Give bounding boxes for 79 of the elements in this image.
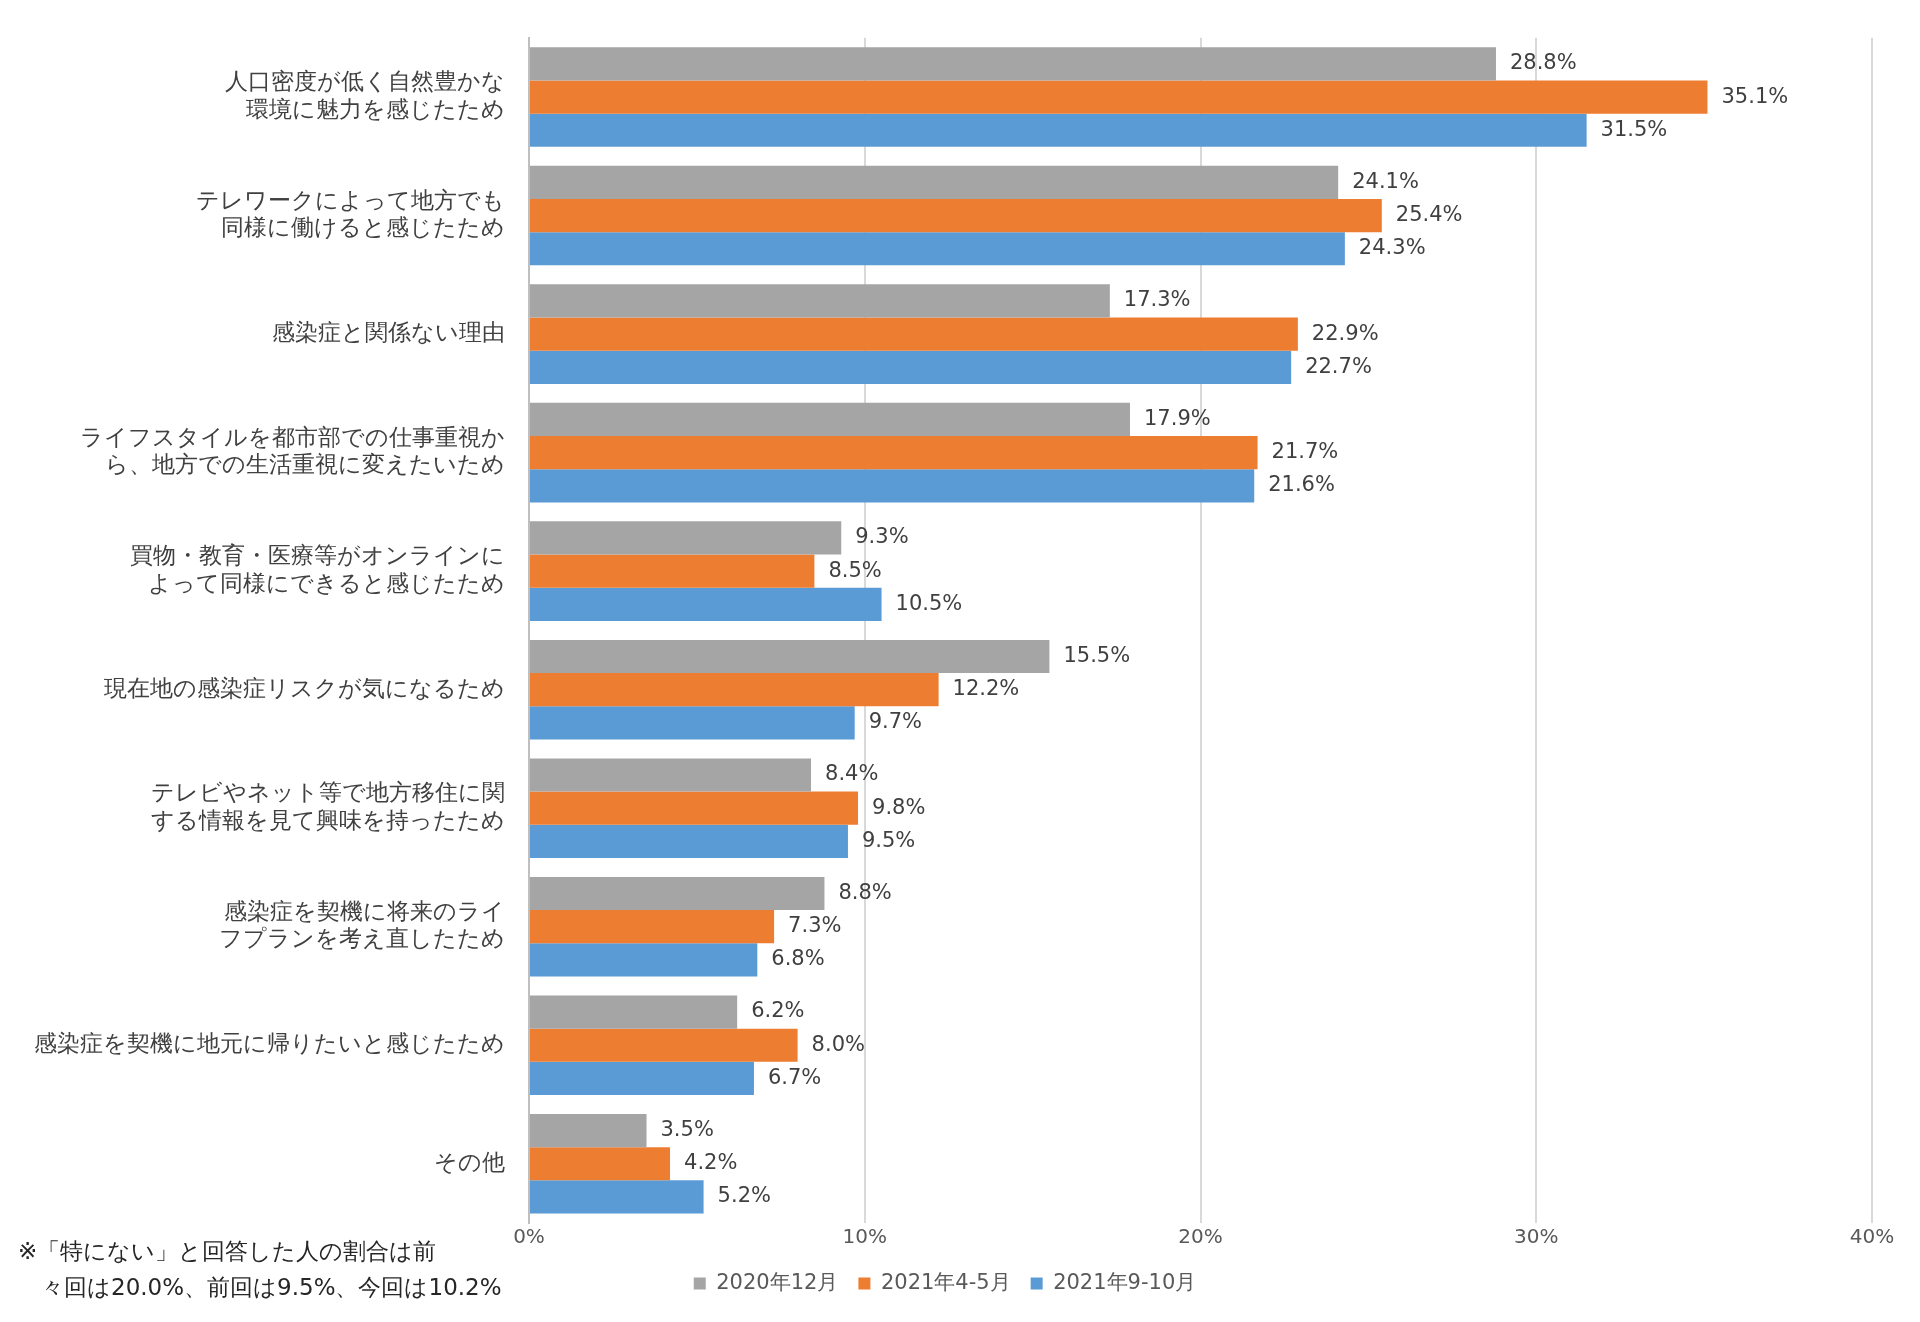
bar [530, 402, 1130, 437]
bar [530, 521, 842, 555]
x-tick-label: 40% [1849, 1224, 1895, 1249]
data-label: 6.7% [767, 1064, 822, 1089]
bar [530, 47, 1496, 81]
data-label: 22.9% [1311, 320, 1379, 345]
legend-label: 2021年4-5月 [880, 1269, 1011, 1294]
data-label: 21.6% [1268, 472, 1335, 497]
data-label: 9.5% [861, 827, 916, 852]
data-label: 5.2% [717, 1183, 771, 1208]
bar [530, 639, 1050, 674]
y-tick-label: 感染症を契機に地元に帰りたいと感じたため [34, 1030, 505, 1057]
data-label: 9.3% [855, 524, 909, 549]
data-label: 17.3% [1123, 287, 1191, 312]
y-tick-label: 現在地の感染症リスクが気になるため [104, 674, 505, 701]
legend-label: 2020年12月 [716, 1269, 839, 1294]
data-label: 8.8% [838, 879, 892, 904]
x-tick-label: 30% [1514, 1224, 1559, 1249]
y-tick-label: テレワークによって地方でも同様に働けると感じたため [196, 186, 505, 241]
y-tick-label: ライフスタイルを都市部での仕事重視から、地方での生活重視に変えたいため [80, 423, 505, 478]
bar [530, 113, 1587, 147]
data-label: 24.1% [1352, 168, 1419, 193]
bar [530, 758, 812, 792]
bar [530, 469, 1255, 503]
y-tick-label: 感染症と関係ない理由 [272, 319, 505, 346]
bar [530, 943, 758, 977]
bar [530, 1061, 754, 1095]
bar [530, 436, 1258, 470]
bar [530, 706, 855, 740]
x-tick-label: 0% [513, 1224, 545, 1249]
bar [530, 554, 815, 588]
x-tick-label: 20% [1178, 1224, 1223, 1249]
data-label: 22.7% [1305, 353, 1372, 378]
bar [530, 1028, 798, 1062]
data-label: 25.4% [1395, 202, 1463, 227]
bar [530, 791, 859, 825]
data-label: 28.8% [1509, 50, 1577, 75]
legend-label: 2021年9-10月 [1053, 1269, 1197, 1294]
bar [530, 232, 1345, 266]
bar [530, 995, 738, 1029]
text: ※「特にない」と回答した人の割合は前々回は20.0%、前回は9.5%、今回は10.2% [18, 1237, 502, 1302]
data-label: 6.8% [771, 946, 825, 971]
data-label: 24.3% [1358, 235, 1426, 260]
data-label: 21.7% [1271, 439, 1339, 464]
bar [530, 198, 1382, 233]
data-label: 35.1% [1721, 83, 1789, 108]
bar [530, 910, 775, 944]
bar [530, 824, 848, 858]
data-label: 6.2% [751, 998, 805, 1023]
bar [530, 284, 1110, 318]
x-tick-label: 10% [842, 1224, 887, 1249]
data-label: 12.2% [952, 676, 1020, 701]
data-label: 4.2% [684, 1150, 738, 1175]
bar [530, 1147, 671, 1181]
bar [530, 587, 882, 621]
bar [530, 1180, 704, 1214]
data-label: 31.5% [1600, 116, 1668, 141]
data-label: 9.8% [872, 794, 926, 819]
y-tick-label: 感染症を契機に将来のライフプランを考え直したため [219, 897, 505, 952]
data-label: 9.7% [868, 709, 923, 734]
data-label: 15.5% [1063, 642, 1131, 667]
data-label: 7.3% [788, 913, 842, 938]
data-label: 17.9% [1143, 405, 1211, 430]
bar [530, 876, 825, 911]
data-label: 8.4% [825, 761, 879, 786]
bar [530, 673, 939, 707]
y-tick-label: その他 [434, 1148, 505, 1175]
bar [530, 317, 1298, 351]
data-label: 3.5% [660, 1117, 714, 1142]
bar [530, 165, 1339, 199]
bar [530, 1113, 647, 1148]
bar [530, 350, 1292, 384]
data-label: 8.0% [811, 1031, 865, 1056]
y-tick-label: 人口密度が低く自然豊かな環境に魅力を感じたため [225, 68, 505, 122]
data-label: 8.5% [828, 557, 882, 582]
bar [530, 80, 1708, 114]
y-tick-label: 買物・教育・医療等がオンラインによって同様にできると感じたため [130, 542, 505, 596]
y-tick-label: テレビやネット等で地方移住に関する情報を見て興味を持ったため [151, 779, 505, 833]
data-label: 10.5% [895, 590, 963, 615]
